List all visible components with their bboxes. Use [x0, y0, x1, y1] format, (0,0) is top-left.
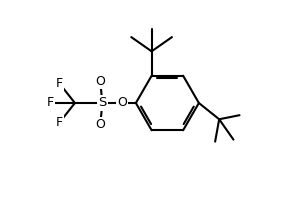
Text: O: O: [95, 75, 105, 88]
Text: F: F: [56, 77, 63, 90]
Text: F: F: [56, 116, 63, 129]
Text: S: S: [98, 96, 107, 110]
Text: F: F: [47, 96, 54, 110]
Text: O: O: [95, 118, 105, 131]
Text: O: O: [117, 96, 127, 110]
